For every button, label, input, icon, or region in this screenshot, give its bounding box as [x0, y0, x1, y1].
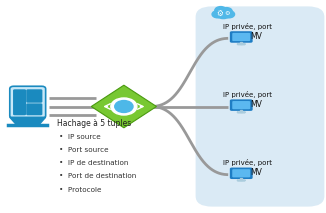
Polygon shape	[10, 117, 46, 125]
Circle shape	[221, 8, 232, 15]
Text: IP privée, port: IP privée, port	[223, 160, 272, 166]
Polygon shape	[240, 110, 243, 112]
Text: Hachage à 5 tuples: Hachage à 5 tuples	[57, 119, 131, 128]
Text: IP privée, port: IP privée, port	[223, 91, 272, 98]
Text: ⚙: ⚙	[224, 11, 230, 16]
Text: •  IP de destination: • IP de destination	[59, 160, 128, 166]
FancyBboxPatch shape	[230, 31, 253, 43]
FancyBboxPatch shape	[232, 33, 250, 41]
FancyBboxPatch shape	[230, 168, 253, 179]
Text: •  Port de destination: • Port de destination	[59, 173, 136, 179]
Text: MV: MV	[250, 32, 262, 41]
FancyBboxPatch shape	[230, 99, 253, 111]
Text: •  IP source: • IP source	[59, 134, 100, 140]
Text: •  Port source: • Port source	[59, 147, 108, 153]
Circle shape	[215, 8, 231, 19]
Circle shape	[115, 101, 133, 112]
Polygon shape	[240, 178, 243, 180]
Polygon shape	[237, 44, 245, 45]
Circle shape	[224, 11, 234, 18]
Circle shape	[111, 98, 137, 115]
Polygon shape	[237, 180, 245, 181]
Text: •  Protocole: • Protocole	[59, 187, 101, 193]
Circle shape	[215, 7, 227, 14]
FancyBboxPatch shape	[26, 103, 42, 115]
FancyBboxPatch shape	[196, 6, 324, 207]
FancyBboxPatch shape	[10, 86, 46, 118]
Text: IP privée, port: IP privée, port	[223, 23, 272, 30]
Polygon shape	[91, 85, 156, 128]
Text: ⚙: ⚙	[216, 9, 224, 18]
FancyBboxPatch shape	[13, 89, 26, 115]
FancyBboxPatch shape	[232, 169, 250, 177]
FancyBboxPatch shape	[26, 89, 42, 103]
Text: MV: MV	[250, 100, 262, 109]
Polygon shape	[237, 112, 245, 113]
FancyBboxPatch shape	[232, 101, 250, 109]
Circle shape	[212, 11, 223, 18]
Text: MV: MV	[250, 168, 262, 177]
Polygon shape	[240, 42, 243, 44]
